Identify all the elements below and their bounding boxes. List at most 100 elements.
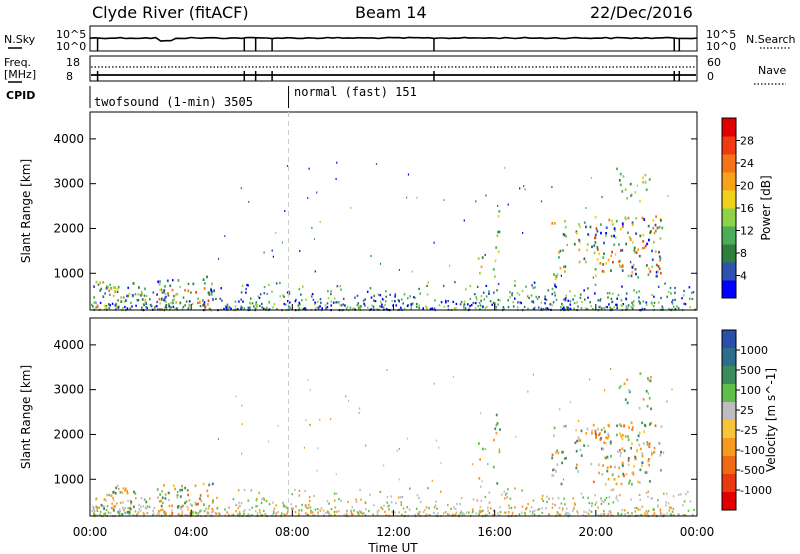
range-cell [275,231,277,234]
range-cell [93,513,95,516]
range-cell [161,490,163,493]
range-cell [321,307,323,310]
range-cell [343,514,346,517]
range-cell [599,297,602,301]
range-cell [304,505,307,508]
range-cell [211,290,213,294]
range-cell [230,307,232,310]
range-cell [495,423,498,427]
range-cell [400,496,402,499]
range-cell [116,290,119,294]
range-cell [613,243,616,247]
range-cell [559,513,562,516]
range-cell [561,461,563,465]
range-cell [584,298,586,301]
range-cell [689,306,691,309]
range-cell [498,210,501,213]
range-cell [602,256,605,259]
range-cell [488,512,491,515]
range-cell [578,439,581,442]
range-cell [616,450,619,453]
range-cell [632,426,634,429]
range-cell [394,295,396,298]
range-cell [511,513,514,516]
range-cell [463,307,465,310]
range-cell [298,301,301,304]
range-cell [536,297,539,300]
range-cell [582,514,584,517]
range-cell [602,307,605,310]
range-cell [617,294,620,297]
range-cell [311,293,314,296]
range-cell [119,501,122,504]
range-cell [499,299,501,302]
range-cell [96,509,99,512]
range-cell [611,223,614,226]
range-cell [660,219,662,222]
range-cell [379,294,382,297]
range-cell [631,428,634,431]
range-cell [134,492,137,495]
range-cell [598,433,600,437]
range-cell [648,445,651,449]
range-cell [534,306,536,309]
range-cell [620,385,622,387]
range-cell [588,234,590,236]
range-cell [476,499,479,502]
colorbar-swatch [722,154,736,173]
range-cell [144,299,147,302]
range-cell [636,184,638,187]
range-cell [422,307,424,310]
range-cell [593,251,596,255]
range-cell [406,437,409,440]
range-cell [104,292,106,295]
range-cell [109,283,111,286]
range-cell [529,510,531,513]
range-cell [478,442,480,445]
range-cell [531,511,534,514]
range-cell [352,513,354,516]
range-cell [647,377,649,380]
range-cell [579,439,582,442]
range-cell [563,497,565,500]
range-cell [645,491,648,494]
range-cell [514,284,516,287]
range-cell [235,510,237,513]
range-cell [418,304,420,307]
range-cell [555,470,557,473]
range-cell [328,513,330,516]
range-cell [251,302,254,305]
range-cell [409,295,411,298]
range-cell [650,422,652,425]
range-cell [603,241,605,245]
range-cell [627,435,629,438]
range-cell [112,509,115,512]
range-cell [102,295,105,298]
range-cell [350,509,352,512]
range-cell [474,307,477,310]
range-cell [136,299,139,302]
range-cell [484,306,487,310]
range-cell [117,299,119,302]
range-cell [601,270,604,273]
range-cell [163,511,165,514]
range-cell [187,508,190,511]
range-cell [224,508,226,511]
range-cell [360,498,362,501]
range-cell [184,514,187,517]
range-cell [615,495,618,498]
range-cell [638,254,641,258]
range-cell [197,301,199,305]
range-cell [199,509,201,512]
range-cell [481,256,484,259]
range-cell [551,453,554,457]
range-cell [665,501,667,504]
range-cell [576,301,578,304]
range-cell [589,378,591,381]
x-tick-label: 04:00 [174,525,209,539]
range-cell [583,444,585,447]
range-cell [254,307,257,310]
range-cell [383,464,385,467]
range-cell [666,512,669,515]
